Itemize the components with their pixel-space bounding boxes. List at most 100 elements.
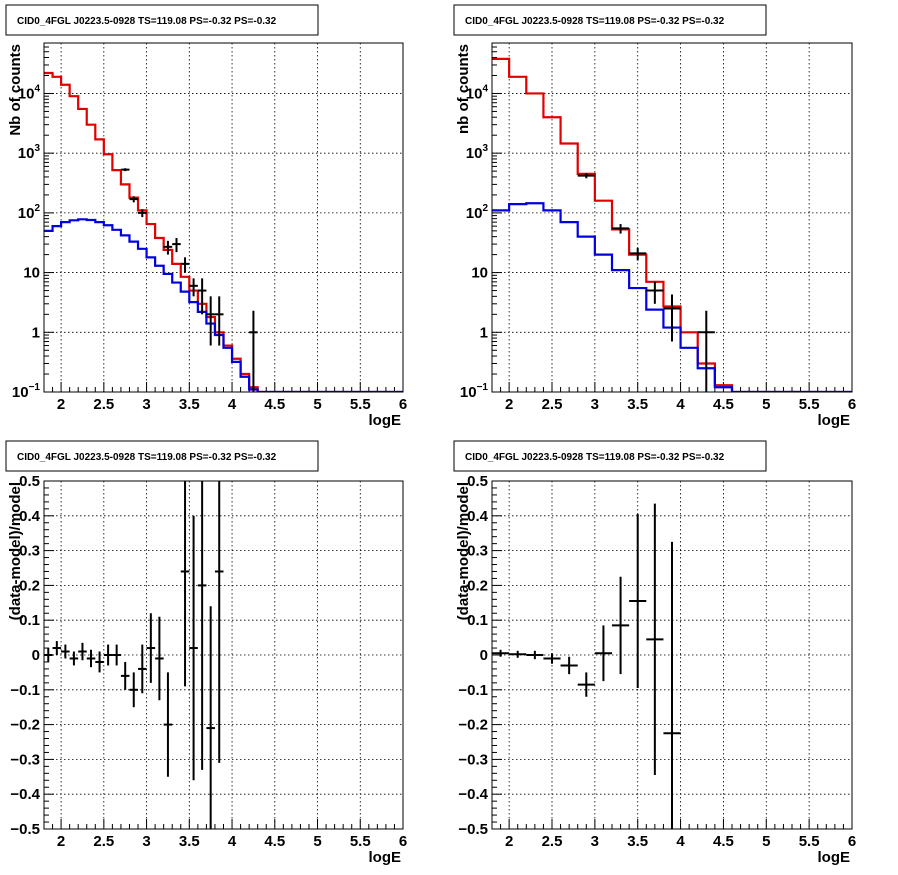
data-point (138, 209, 147, 218)
data-point (120, 168, 130, 172)
chart-title: CID0_4FGL J0223.5-0928 TS=119.08 PS=-0.3… (5, 4, 319, 36)
y-tick-label: 0.1 (467, 612, 488, 629)
y-tick-label: −0.2 (10, 717, 40, 734)
plot-frame (43, 480, 404, 830)
chart-title-box (453, 4, 767, 36)
y-tick-label: 1 (32, 324, 40, 341)
y-tick-label: 0.1 (19, 612, 40, 629)
y-tick-label: −0.5 (10, 821, 40, 838)
model-total-histogram (492, 57, 852, 392)
x-tick-label: 5 (762, 833, 770, 850)
y-tick-label: −0.3 (458, 751, 488, 768)
x-tick-label: 4 (228, 833, 237, 850)
y-tick-label: 0.3 (19, 543, 40, 560)
chart-panel-4: CID0_4FGL J0223.5-0928 TS=119.08 PS=-0.3… (453, 440, 856, 866)
data-point (52, 641, 62, 655)
y-tick-label: 0.2 (467, 577, 488, 594)
y-tick-label: 0.4 (467, 508, 489, 525)
data-point (180, 481, 190, 687)
data-point (646, 503, 664, 776)
x-tick-label: 6 (848, 396, 856, 413)
chart-title-box (5, 440, 319, 472)
y-tick-label: 0.2 (19, 577, 40, 594)
y-tick-label: −0.4 (10, 786, 40, 803)
data-point (146, 613, 156, 683)
data-point (129, 196, 139, 203)
data-point (103, 644, 113, 666)
chart-title-text: CID0_4FGL J0223.5-0928 TS=119.08 PS=-0.3… (465, 16, 725, 27)
x-tick-label: 5 (313, 396, 321, 413)
data-point (197, 278, 207, 315)
x-tick-label: 3 (591, 833, 599, 850)
data-point (206, 606, 215, 829)
plot-frame (491, 480, 853, 830)
data-point (646, 281, 664, 304)
y-tick-label: 10 (23, 265, 40, 282)
x-tick-label: 3.5 (627, 833, 648, 850)
data-point (214, 481, 224, 763)
grid-lines (492, 43, 852, 392)
data-point (180, 257, 190, 273)
x-axis-label: logE (369, 412, 402, 429)
data-point (214, 296, 224, 346)
x-axis-label: logE (818, 849, 851, 866)
data-point (163, 672, 173, 777)
y-axis-label: (data-model)/model (7, 482, 24, 620)
axis-ticks (491, 480, 853, 830)
data-point (543, 653, 561, 664)
data-point (172, 237, 181, 253)
y-tick-label: 10−1 (460, 382, 489, 401)
y-tick-label: −0.2 (458, 717, 488, 734)
data-layer (44, 71, 403, 392)
x-tick-label: 2 (57, 396, 65, 413)
y-tick-label-exponent: 2 (34, 203, 40, 214)
chart-title-box (5, 4, 319, 36)
data-point (560, 656, 578, 675)
x-tick-label: 2.5 (542, 396, 563, 413)
y-tick-label: 0.5 (19, 473, 40, 490)
grid-lines (44, 481, 403, 829)
chart-panel-1: CID0_4FGL J0223.5-0928 TS=119.08 PS=-0.3… (5, 4, 407, 429)
data-point (163, 240, 173, 255)
x-tick-label: 4 (676, 396, 685, 413)
data-point (663, 294, 681, 342)
y-tick-label: 0.3 (467, 543, 488, 560)
y-tick-label-exponent: −1 (29, 382, 41, 393)
y-axis-label: nb of counts (455, 44, 472, 134)
data-point (138, 644, 147, 694)
x-tick-label: 2.5 (93, 396, 114, 413)
data-point (69, 651, 79, 666)
y-tick-label-exponent: 4 (34, 83, 40, 94)
y-tick-label: −0.1 (458, 682, 488, 699)
y-tick-label: 10 (471, 265, 488, 282)
y-tick-label: 0.4 (19, 508, 41, 525)
plot-frame (491, 42, 853, 393)
x-tick-label: 2.5 (542, 833, 563, 850)
x-axis-label: logE (818, 412, 851, 429)
data-point (155, 616, 164, 701)
x-tick-label: 5.5 (350, 833, 371, 850)
x-tick-label: 4 (228, 396, 237, 413)
y-tick-label: −0.5 (458, 821, 488, 838)
data-point (492, 649, 510, 657)
x-tick-label: 6 (399, 396, 407, 413)
x-tick-label: 3 (142, 833, 150, 850)
x-tick-label: 4.5 (264, 833, 285, 850)
x-tick-label: 5 (313, 833, 321, 850)
y-axis-label: Nb of counts (7, 44, 24, 136)
x-tick-label: 5.5 (350, 396, 371, 413)
y-tick-label-exponent: 4 (482, 83, 488, 94)
y-tick-label: 102 (18, 203, 41, 222)
x-axis-label: logE (369, 849, 402, 866)
y-axis-label: (data-model)/model (455, 482, 472, 620)
y-tick-label: 102 (466, 203, 489, 222)
x-tick-label: 3.5 (179, 833, 200, 850)
x-tick-label: 2 (505, 396, 513, 413)
y-tick-label: 103 (18, 143, 41, 162)
y-tick-label: 1 (480, 324, 488, 341)
chart-panel-2: CID0_4FGL J0223.5-0928 TS=119.08 PS=-0.3… (453, 4, 856, 429)
x-tick-label: 6 (399, 833, 407, 850)
chart-title-box (453, 440, 767, 472)
x-tick-label: 5 (762, 396, 770, 413)
data-point (577, 672, 595, 697)
